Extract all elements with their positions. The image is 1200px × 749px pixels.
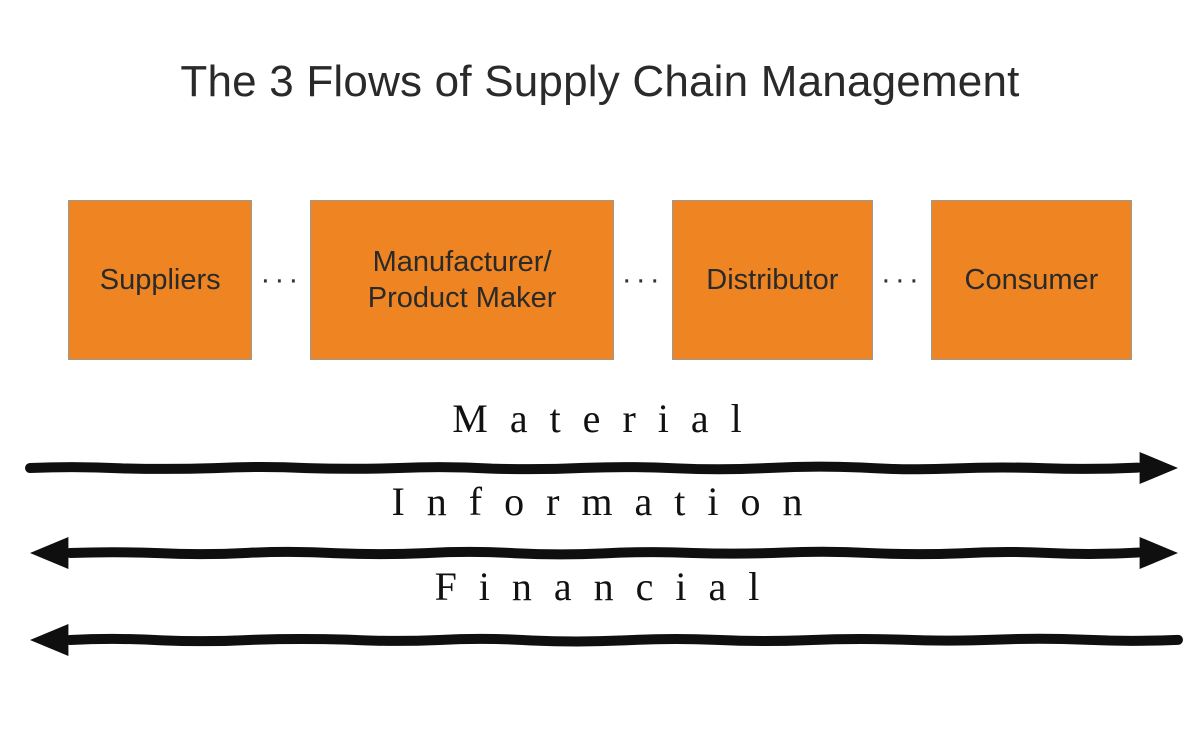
- arrowhead-left-icon: [30, 537, 68, 569]
- stage-connector: ···: [252, 263, 310, 297]
- stage-consumer: Consumer: [931, 200, 1132, 360]
- flow-information: I n f o r m a t i o n: [30, 479, 1178, 569]
- stage-suppliers: Suppliers: [68, 200, 252, 360]
- diagram-root: { "title": "The 3 Flows of Supply Chain …: [0, 0, 1200, 749]
- flow-label-information: I n f o r m a t i o n: [391, 479, 808, 524]
- stage-connector: ···: [873, 263, 931, 297]
- stages-row: Suppliers···Manufacturer/ Product Maker·…: [68, 200, 1132, 360]
- arrowhead-left-icon: [30, 624, 68, 656]
- flow-line-financial: [70, 639, 1178, 642]
- stage-connector: ···: [614, 263, 672, 297]
- arrowhead-right-icon: [1140, 452, 1178, 484]
- flow-line-material: [30, 467, 1138, 470]
- flows-layer: M a t e r i a l I n f o r m a t i o n F i …: [0, 0, 1200, 749]
- flow-material: M a t e r i a l: [30, 396, 1178, 484]
- arrowhead-right-icon: [1140, 537, 1178, 569]
- page-title: The 3 Flows of Supply Chain Management: [0, 57, 1200, 107]
- flow-financial: F i n a n c i a l: [30, 564, 1178, 656]
- flow-line-information: [70, 552, 1138, 555]
- stage-manufacturer: Manufacturer/ Product Maker: [310, 200, 613, 360]
- stage-distributor: Distributor: [672, 200, 873, 360]
- flow-label-financial: F i n a n c i a l: [435, 564, 766, 609]
- flow-label-material: M a t e r i a l: [452, 396, 748, 441]
